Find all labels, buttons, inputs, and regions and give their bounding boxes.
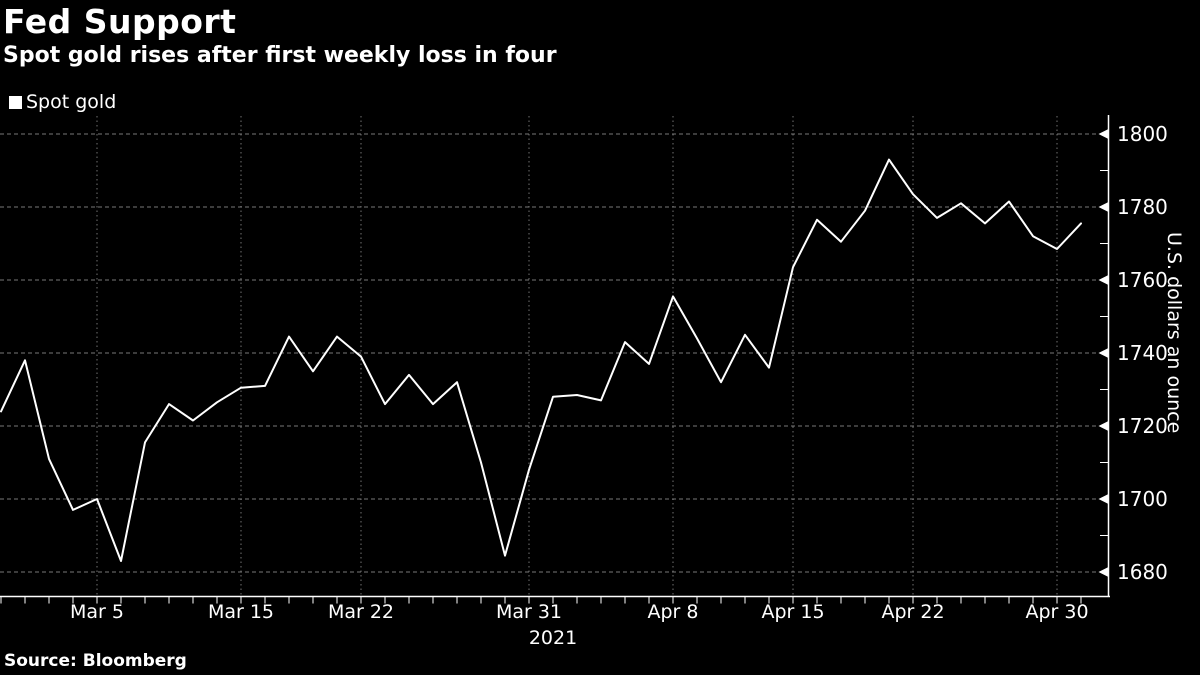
y-tick-label: 1700 bbox=[1117, 487, 1168, 511]
y-tick-label: 1680 bbox=[1117, 560, 1168, 584]
x-tick-label: Apr 30 bbox=[1025, 601, 1089, 623]
y-axis-title: U.S. dollars an ounce bbox=[1163, 232, 1185, 434]
chart-subtitle: Spot gold rises after first weekly loss … bbox=[3, 43, 557, 68]
x-tick-label: Apr 15 bbox=[761, 601, 825, 623]
page-title: Fed Support bbox=[3, 2, 237, 41]
y-tick-label: 1800 bbox=[1117, 122, 1168, 146]
x-tick-label: Apr 22 bbox=[881, 601, 945, 623]
legend-swatch-icon bbox=[9, 95, 22, 109]
legend-label: Spot gold bbox=[26, 91, 117, 113]
x-axis-year-label: 2021 bbox=[528, 627, 578, 649]
y-tick-label: 1740 bbox=[1117, 341, 1168, 365]
y-tick-label: 1760 bbox=[1117, 268, 1168, 292]
y-tick-label: 1720 bbox=[1117, 414, 1168, 438]
y-major-arrow-tick bbox=[1098, 348, 1109, 358]
x-tick-label: Mar 31 bbox=[495, 601, 563, 623]
y-tick-label: 1780 bbox=[1117, 195, 1168, 219]
source-credit: Source: Bloomberg bbox=[4, 651, 187, 671]
x-tick-label: Mar 22 bbox=[327, 601, 395, 623]
y-major-arrow-tick bbox=[1098, 567, 1109, 577]
x-tick-label: Mar 5 bbox=[70, 601, 124, 623]
y-major-arrow-tick bbox=[1098, 202, 1109, 212]
x-tick-label: Mar 15 bbox=[207, 601, 275, 623]
legend: Spot gold bbox=[9, 91, 116, 113]
y-major-arrow-tick bbox=[1098, 129, 1109, 139]
x-tick-label: Apr 8 bbox=[647, 601, 699, 623]
y-major-arrow-tick bbox=[1098, 275, 1109, 285]
price-line bbox=[0, 158, 1082, 562]
y-major-arrow-tick bbox=[1098, 494, 1109, 504]
y-major-arrow-tick bbox=[1098, 421, 1109, 431]
